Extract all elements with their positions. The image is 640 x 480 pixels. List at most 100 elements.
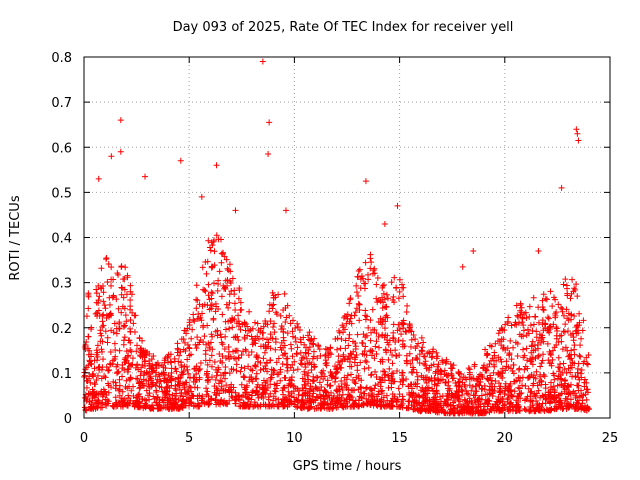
data-point [129,355,136,362]
data-point [270,393,277,400]
data-point [452,379,459,386]
data-point [164,354,171,361]
data-point [99,318,106,325]
data-point [416,360,423,367]
data-point [520,327,527,334]
data-point [275,396,282,403]
data-point [91,391,98,398]
data-point [149,381,156,388]
data-point [518,390,525,397]
data-point [342,381,349,388]
data-point [171,355,178,362]
data-point [289,328,296,335]
data-point [112,353,119,360]
data-point [213,232,220,239]
data-point [235,312,242,319]
data-point [416,351,423,358]
data-point [359,395,366,402]
data-point [271,320,278,327]
data-point [340,329,347,336]
data-point [306,329,313,336]
x-tick-label: 10 [286,431,303,446]
data-point [269,335,276,342]
data-point [120,294,127,301]
data-point [182,389,189,396]
data-point [485,377,492,383]
data-point [344,372,351,379]
data-point [257,325,264,332]
data-point [291,358,298,365]
data-point [512,408,519,415]
data-point [272,346,279,353]
data-point [307,383,314,390]
axis-ticks [83,56,611,419]
data-point [553,324,560,331]
data-point [194,334,201,341]
data-point [454,389,461,396]
data-point [270,294,277,301]
data-point [399,369,406,376]
data-point [380,368,387,375]
data-point [359,401,366,408]
data-point [423,365,430,372]
data-point [99,404,106,411]
data-point [415,340,422,347]
data-point [345,335,352,342]
data-point [287,364,294,371]
data-point [280,344,287,351]
data-point [137,346,144,353]
data-point [425,384,432,391]
data-point [515,407,522,414]
data-point [160,370,167,377]
data-point [547,407,554,414]
data-point [205,281,212,288]
data-point [249,392,256,399]
data-point [434,390,441,397]
data-point [458,370,465,377]
data-point [257,367,264,374]
data-point [514,340,521,347]
data-point [358,394,365,401]
data-point [562,395,569,402]
data-point [434,363,441,370]
data-point [236,392,243,399]
data-point [416,400,423,407]
data-point [441,409,448,416]
data-point [451,406,458,413]
data-point [352,340,359,347]
data-point [530,380,537,387]
data-point [583,396,590,403]
data-point [426,398,433,405]
data-point [215,277,222,284]
data-point [539,297,546,304]
data-point [284,330,291,337]
data-point [357,276,364,283]
data-point [572,404,579,411]
data-point [326,405,333,412]
data-point [523,395,530,402]
data-point [412,354,419,361]
data-point [343,396,350,403]
data-point [118,263,125,270]
data-point [214,287,221,294]
data-point [429,406,436,413]
data-point [409,394,416,401]
data-point [504,318,511,325]
data-point [130,320,137,327]
data-point [113,330,120,337]
data-point [368,352,375,359]
data-point [354,362,361,369]
data-point [324,346,331,353]
data-point [292,403,299,410]
data-point [581,379,588,386]
data-point [438,398,445,405]
data-point [346,300,353,307]
data-point [213,401,220,408]
data-point [314,355,321,362]
data-point [529,402,536,409]
data-point [217,377,224,384]
data-point [267,318,274,325]
data-point [219,353,226,360]
data-point [222,286,229,293]
data-point [535,337,542,344]
